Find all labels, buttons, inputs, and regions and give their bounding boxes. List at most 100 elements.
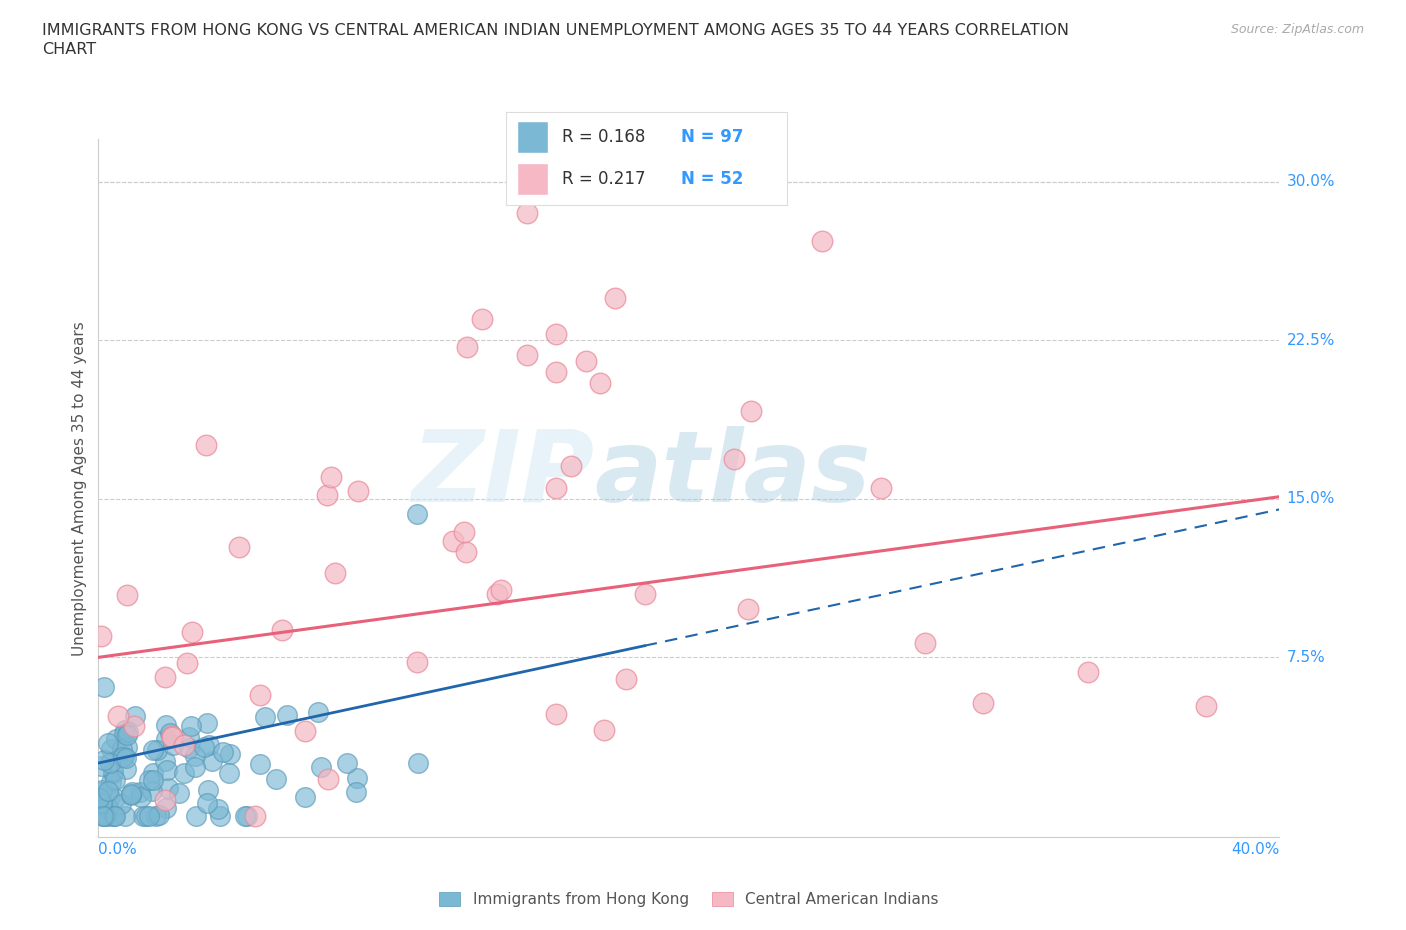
- Point: [201, 754, 224, 769]
- Point: [93, 752, 115, 767]
- Point: [87, 790, 110, 805]
- Point: [103, 765, 125, 780]
- Point: [453, 525, 475, 539]
- Point: [740, 404, 762, 418]
- Point: [153, 793, 176, 808]
- Point: [319, 470, 342, 485]
- Point: [155, 670, 177, 684]
- Point: [124, 709, 146, 724]
- Point: [194, 437, 217, 452]
- Point: [616, 671, 638, 686]
- Point: [486, 587, 509, 602]
- Point: [114, 723, 136, 737]
- Point: [737, 602, 759, 617]
- Point: [456, 339, 478, 354]
- Point: [184, 760, 207, 775]
- Point: [346, 771, 368, 786]
- Point: [560, 458, 582, 473]
- Point: [176, 656, 198, 671]
- Point: [323, 565, 346, 580]
- Point: [810, 233, 832, 248]
- Point: [195, 715, 218, 730]
- Point: [110, 797, 132, 812]
- Point: [159, 725, 181, 740]
- Point: [972, 696, 994, 711]
- Point: [236, 808, 259, 823]
- Point: [112, 726, 135, 741]
- Point: [145, 808, 167, 823]
- Text: 30.0%: 30.0%: [1286, 174, 1334, 190]
- Point: [253, 710, 276, 724]
- Point: [173, 765, 195, 780]
- Point: [336, 756, 359, 771]
- Bar: [517, 163, 548, 195]
- Point: [141, 783, 163, 798]
- Point: [156, 763, 179, 777]
- Point: [193, 739, 215, 754]
- Point: [405, 654, 427, 669]
- Point: [97, 736, 120, 751]
- Point: [471, 312, 494, 326]
- Point: [93, 808, 115, 823]
- Point: [129, 790, 152, 804]
- Text: IMMIGRANTS FROM HONG KONG VS CENTRAL AMERICAN INDIAN UNEMPLOYMENT AMONG AGES 35 : IMMIGRANTS FROM HONG KONG VS CENTRAL AME…: [42, 23, 1069, 38]
- Point: [167, 786, 190, 801]
- Point: [142, 772, 165, 787]
- Text: Source: ZipAtlas.com: Source: ZipAtlas.com: [1230, 23, 1364, 36]
- Y-axis label: Unemployment Among Ages 35 to 44 years: Unemployment Among Ages 35 to 44 years: [72, 321, 87, 656]
- Text: 15.0%: 15.0%: [1286, 491, 1334, 506]
- Point: [100, 741, 122, 756]
- Point: [135, 808, 157, 823]
- Point: [90, 795, 112, 810]
- Point: [344, 784, 367, 799]
- Text: CHART: CHART: [42, 42, 96, 57]
- Text: 0.0%: 0.0%: [98, 842, 138, 857]
- Point: [96, 784, 118, 799]
- Point: [142, 765, 165, 780]
- Point: [104, 790, 127, 805]
- Point: [184, 749, 207, 764]
- Point: [138, 808, 160, 823]
- Point: [1077, 665, 1099, 680]
- Point: [633, 587, 655, 602]
- Text: R = 0.168: R = 0.168: [562, 127, 645, 146]
- Point: [129, 785, 152, 800]
- Point: [456, 545, 478, 560]
- Point: [98, 790, 121, 804]
- Text: 40.0%: 40.0%: [1232, 842, 1279, 857]
- Point: [121, 785, 143, 800]
- Point: [111, 750, 134, 764]
- Point: [138, 772, 160, 787]
- Point: [515, 348, 537, 363]
- Point: [544, 481, 567, 496]
- Point: [146, 742, 169, 757]
- Point: [1195, 698, 1218, 713]
- Point: [155, 801, 177, 816]
- Point: [593, 723, 616, 737]
- Point: [197, 782, 219, 797]
- Bar: [517, 121, 548, 153]
- Point: [309, 760, 332, 775]
- Point: [489, 582, 512, 597]
- Point: [180, 718, 202, 733]
- Point: [162, 728, 183, 743]
- Text: 7.5%: 7.5%: [1286, 650, 1326, 665]
- Text: N = 52: N = 52: [681, 169, 742, 188]
- Point: [173, 737, 195, 752]
- Point: [94, 808, 117, 823]
- Point: [160, 730, 183, 745]
- Point: [103, 764, 125, 778]
- Point: [107, 709, 129, 724]
- Point: [120, 786, 142, 801]
- Point: [307, 704, 329, 719]
- Point: [101, 808, 124, 823]
- Point: [249, 756, 271, 771]
- Point: [233, 808, 256, 823]
- Point: [197, 737, 219, 752]
- Point: [195, 796, 218, 811]
- Point: [219, 746, 242, 761]
- Point: [177, 729, 200, 744]
- Text: N = 97: N = 97: [681, 127, 742, 146]
- Point: [120, 788, 142, 803]
- Point: [90, 629, 112, 644]
